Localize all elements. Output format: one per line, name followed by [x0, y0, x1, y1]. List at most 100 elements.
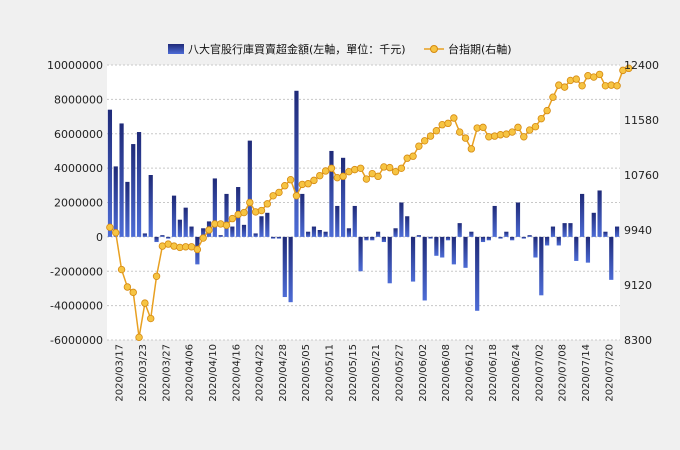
bar [288, 236, 293, 303]
line-point [112, 228, 120, 237]
left-axis-tick-label: -4000000 [50, 300, 103, 313]
line-point [461, 134, 470, 142]
line-point [374, 172, 382, 181]
x-axis-tick-label: 2020/05/11 [325, 344, 336, 402]
right-axis-tick-label: 10760 [624, 169, 659, 182]
bar [352, 205, 357, 237]
left-y-axis: 10000000 8000000 6000000 4000000 2000000 0 -20… [47, 59, 103, 347]
bar [282, 236, 287, 298]
left-axis-tick-label: 8000000 [54, 93, 103, 106]
bar [492, 205, 497, 237]
left-axis-tick-label: 10000000 [47, 59, 103, 72]
line-point [240, 208, 248, 217]
line-point [205, 226, 213, 234]
x-axis: 2020/03/17 2020/03/23 2020/03/27 2020/04/06… [115, 344, 616, 402]
bar [166, 236, 171, 239]
bar [189, 226, 194, 237]
x-axis-tick-label: 2020/05/15 [348, 344, 359, 402]
left-axis-tick-label: -6000000 [50, 334, 103, 347]
bar [480, 236, 486, 243]
bar [259, 216, 264, 237]
bar [247, 140, 252, 237]
bar [556, 236, 561, 246]
line-point [572, 75, 580, 83]
line-point [147, 314, 155, 323]
bar [177, 219, 182, 237]
line-point [362, 175, 371, 183]
bar [562, 223, 567, 237]
bar [440, 236, 445, 258]
line-point [415, 142, 423, 150]
bar [387, 236, 392, 284]
bar-series [107, 90, 620, 311]
bar [393, 228, 398, 237]
bar [224, 193, 229, 237]
bar [306, 231, 311, 237]
bar [603, 231, 608, 237]
line-point [450, 114, 458, 122]
legend-line-marker [430, 45, 438, 53]
bar [533, 236, 538, 258]
bar [422, 236, 427, 301]
bar [358, 236, 363, 272]
bar [486, 236, 491, 241]
line-point [292, 192, 301, 200]
bar [504, 231, 509, 237]
right-axis-tick-label: 9940 [624, 224, 652, 237]
bar [550, 226, 556, 237]
line-point [275, 188, 283, 197]
bar [574, 236, 579, 261]
x-axis-tick-label: 2020/05/21 [371, 344, 382, 402]
line-point [123, 283, 132, 291]
bar [265, 212, 270, 237]
line-series [106, 64, 633, 342]
line-point [531, 123, 540, 131]
bar [311, 226, 317, 237]
bar [614, 226, 620, 237]
legend-line-label: 台指期(右軸) [448, 42, 512, 56]
left-axis-tick-label: 4000000 [54, 162, 103, 175]
bar [212, 178, 217, 237]
x-axis-tick-label: 2020/06/24 [511, 344, 522, 402]
line-point [508, 128, 516, 136]
bar [498, 236, 503, 239]
x-axis-tick-label: 2020/07/02 [534, 344, 545, 402]
bar [410, 236, 416, 282]
right-axis-tick-label: 11580 [624, 114, 659, 127]
line-point [135, 333, 143, 342]
line-point [409, 152, 417, 160]
bar [335, 205, 340, 237]
x-axis-tick-label: 2020/06/02 [418, 344, 429, 402]
line-point [514, 123, 522, 132]
line-point [560, 83, 569, 91]
x-axis-tick-label: 2020/04/28 [278, 344, 289, 402]
bar [375, 231, 381, 237]
line-point [595, 70, 604, 79]
bar [370, 236, 375, 241]
line-point [479, 123, 487, 132]
x-axis-tick-label: 2020/03/17 [115, 344, 126, 402]
x-axis-tick-label: 2020/06/08 [441, 344, 452, 402]
line-point [106, 223, 114, 232]
line-point [391, 167, 400, 176]
x-axis-tick-label: 2020/06/18 [488, 344, 499, 402]
bar [183, 207, 188, 237]
bar [510, 236, 515, 241]
bar [405, 216, 410, 237]
bar [475, 236, 480, 311]
bar [399, 202, 404, 237]
left-axis-tick-label: 0 [96, 231, 103, 244]
line-point [141, 299, 149, 307]
bar [271, 236, 276, 239]
line-point [117, 265, 126, 274]
line-point [327, 164, 336, 172]
bar [171, 195, 177, 237]
bar [113, 166, 118, 237]
line-point [228, 214, 237, 223]
line-point [286, 175, 295, 184]
bar [416, 235, 421, 237]
left-axis-tick-label: 2000000 [54, 197, 103, 210]
line-point [193, 245, 202, 254]
bar [527, 235, 532, 237]
